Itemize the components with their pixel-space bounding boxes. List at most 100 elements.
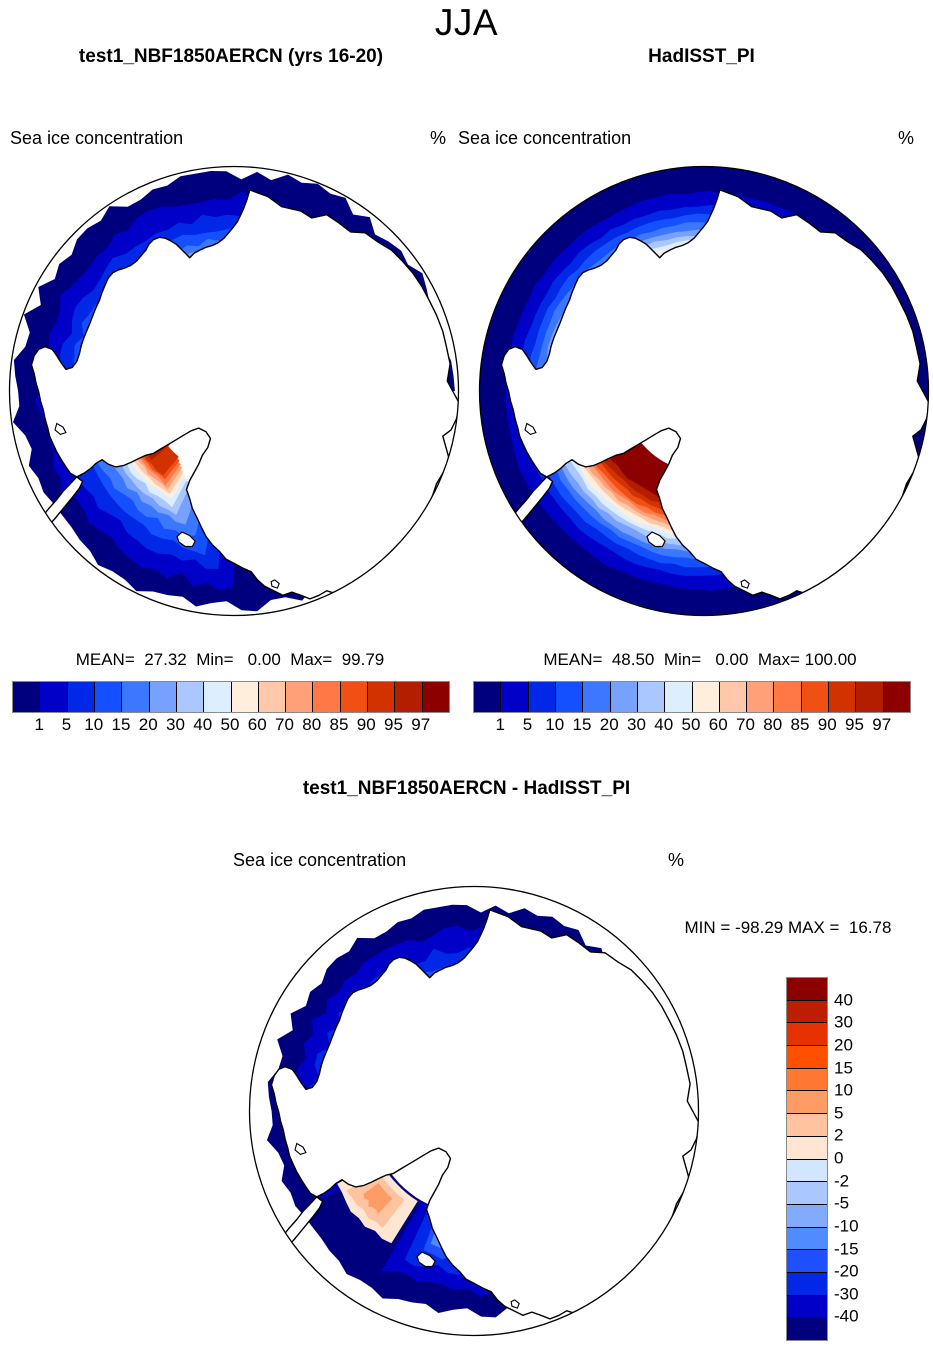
colorbar-swatch bbox=[787, 1091, 827, 1115]
colorbar-tick-label: 70 bbox=[736, 715, 755, 734]
colorbar-tick-label: 30 bbox=[627, 715, 646, 734]
colorbar-swatch bbox=[340, 682, 369, 712]
colorbar-tick-label: 2 bbox=[834, 1125, 844, 1145]
colorbar-swatch bbox=[787, 1046, 827, 1069]
colorbar-tick-label: 20 bbox=[138, 715, 158, 734]
colorbar-tick-label: 80 bbox=[763, 715, 783, 734]
right-variable-label: Sea ice concentration bbox=[458, 128, 632, 148]
colorbar-swatch bbox=[637, 682, 666, 712]
left-panel-title: test1_NBF1850AERCN (yrs 16-20) bbox=[78, 46, 384, 67]
colorbar-tick-label: -10 bbox=[834, 1216, 859, 1236]
diff-minmax: MIN = -98.29 MAX = 16.78 bbox=[684, 918, 892, 937]
colorbar-swatch bbox=[787, 1159, 827, 1183]
colorbar-swatch bbox=[787, 1114, 827, 1137]
map-difference-sea-ice bbox=[248, 885, 700, 1337]
left-units-label: % bbox=[430, 128, 447, 148]
colorbar-tick-label: -5 bbox=[834, 1193, 850, 1213]
colorbar-swatch bbox=[368, 682, 396, 712]
colorbar-tick-label: 20 bbox=[834, 1035, 853, 1055]
colorbar-tick-label: -20 bbox=[834, 1261, 859, 1281]
colorbar-tick-label: 30 bbox=[834, 1012, 853, 1032]
colorbar-tick-label: 60 bbox=[708, 715, 728, 734]
colorbar-swatch bbox=[122, 682, 150, 712]
colorbar-tick-label: 20 bbox=[599, 715, 619, 734]
colorbar-tick-label: 70 bbox=[275, 715, 294, 734]
colorbar-swatch bbox=[719, 682, 748, 712]
colorbar-tick-label: 80 bbox=[302, 715, 322, 734]
season-title: JJA bbox=[434, 2, 499, 43]
colorbar-tick-label: -40 bbox=[834, 1306, 859, 1326]
colorbar-swatch bbox=[787, 1295, 827, 1319]
colorbar-left-ticks: 1 5 10 15 20 30 40 50 60 70 80 85 90 95 97 bbox=[12, 713, 448, 737]
colorbar-difference bbox=[786, 977, 828, 1341]
colorbar-tick-label: 40 bbox=[654, 715, 674, 734]
colorbar-swatch bbox=[258, 682, 287, 712]
colorbar-swatch bbox=[856, 682, 884, 712]
colorbar-swatch bbox=[801, 682, 830, 712]
colorbar-tick-label: -30 bbox=[834, 1284, 859, 1304]
colorbar-swatch bbox=[787, 1182, 827, 1205]
colorbar-tick-label: 85 bbox=[790, 715, 810, 734]
colorbar-swatch bbox=[501, 682, 529, 712]
colorbar-tick-label: 95 bbox=[384, 715, 403, 734]
colorbar-tick-label: 90 bbox=[817, 715, 837, 734]
colorbar-swatch bbox=[787, 1227, 827, 1251]
left-stats: MEAN= 27.32 Min= 0.00 Max= 99.79 bbox=[75, 650, 385, 669]
colorbar-swatch bbox=[313, 682, 341, 712]
colorbar-tick-label: -15 bbox=[834, 1239, 859, 1258]
right-units-label: % bbox=[898, 128, 915, 148]
colorbar-swatch bbox=[774, 682, 802, 712]
right-stats: MEAN= 48.50 Min= 0.00 Max= 100.00 bbox=[543, 650, 857, 669]
colorbar-tick-label: 15 bbox=[572, 715, 592, 734]
colorbar-tick-label: 0 bbox=[834, 1148, 844, 1168]
colorbar-swatch bbox=[395, 682, 423, 712]
colorbar-swatch bbox=[94, 682, 123, 712]
colorbar-swatch bbox=[829, 682, 857, 712]
colorbar-swatch bbox=[40, 682, 68, 712]
colorbar-swatch bbox=[555, 682, 584, 712]
right-panel-title: HadISST_PI bbox=[648, 46, 755, 67]
colorbar-right-ticks: 1 5 10 15 20 30 40 50 60 70 80 85 90 95 97 bbox=[473, 713, 909, 737]
colorbar-tick-label: 40 bbox=[834, 990, 853, 1010]
colorbar-tick-label: 10 bbox=[834, 1080, 853, 1100]
colorbar-swatch bbox=[286, 682, 314, 712]
colorbar-swatch bbox=[747, 682, 775, 712]
diff-units-label: % bbox=[668, 850, 685, 870]
colorbar-swatch bbox=[13, 682, 41, 712]
colorbar-tick-label: 5 bbox=[61, 715, 72, 734]
colorbar-swatch bbox=[610, 682, 638, 712]
colorbar-tick-label: 10 bbox=[84, 715, 104, 734]
colorbar-swatch bbox=[422, 682, 449, 712]
colorbar-swatch bbox=[176, 682, 205, 712]
colorbar-tick-label: 1 bbox=[34, 715, 44, 734]
colorbar-swatch bbox=[583, 682, 611, 712]
colorbar-tick-label: 97 bbox=[872, 715, 892, 734]
colorbar-tick-label: -2 bbox=[834, 1171, 850, 1191]
colorbar-tick-label: 10 bbox=[545, 715, 565, 734]
colorbar-swatch bbox=[149, 682, 177, 712]
colorbar-tick-label: 1 bbox=[495, 715, 505, 734]
colorbar-swatch bbox=[474, 682, 502, 712]
colorbar-swatch bbox=[787, 978, 827, 1001]
colorbar-tick-label: 50 bbox=[220, 715, 240, 734]
colorbar-swatch bbox=[665, 682, 693, 712]
diff-variable-label: Sea ice concentration bbox=[233, 850, 407, 870]
colorbar-swatch bbox=[204, 682, 232, 712]
colorbar-tick-label: 95 bbox=[845, 715, 864, 734]
colorbar-swatch bbox=[787, 1318, 827, 1340]
colorbar-right bbox=[473, 681, 911, 713]
colorbar-left bbox=[12, 681, 450, 713]
colorbar-tick-label: 5 bbox=[834, 1103, 844, 1123]
colorbar-tick-label: 5 bbox=[522, 715, 533, 734]
colorbar-tick-label: 90 bbox=[356, 715, 376, 734]
colorbar-tick-label: 15 bbox=[834, 1058, 853, 1077]
colorbar-swatch bbox=[787, 1136, 827, 1160]
map-observation-sea-ice bbox=[478, 165, 930, 617]
left-variable-label: Sea ice concentration bbox=[10, 128, 184, 148]
colorbar-swatch bbox=[528, 682, 556, 712]
colorbar-tick-label: 15 bbox=[111, 715, 131, 734]
colorbar-tick-label: 97 bbox=[411, 715, 431, 734]
colorbar-tick-label: 30 bbox=[166, 715, 185, 734]
colorbar-swatch bbox=[883, 682, 910, 712]
colorbar-tick-label: 60 bbox=[247, 715, 267, 734]
